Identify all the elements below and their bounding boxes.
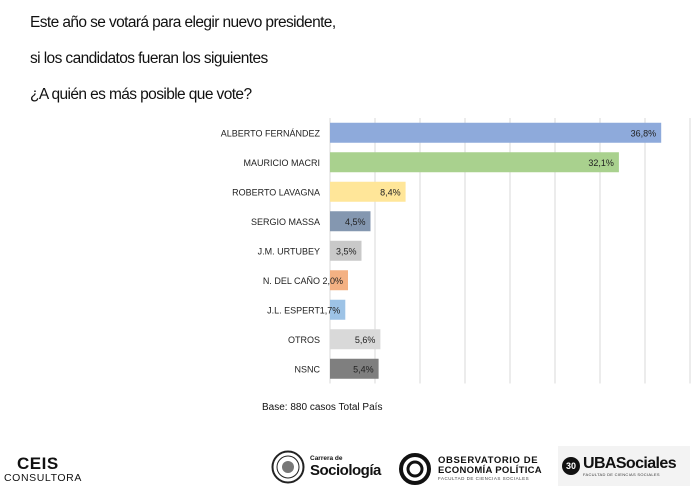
category-label: J.M. URTUBEY — [258, 246, 320, 256]
category-label: J.L. ESPERT — [267, 305, 320, 315]
bar — [330, 152, 619, 173]
uba-logo-name: UBASociales — [583, 454, 677, 472]
bar — [330, 211, 371, 232]
value-label: 5,4% — [353, 364, 374, 374]
category-label: ROBERTO LAVAGNA — [232, 187, 320, 197]
uba-logo-sub: FACULTAD DE CIENCIAS SOCIALES — [583, 471, 660, 477]
bar — [330, 299, 346, 320]
bar — [330, 240, 362, 261]
chart-footnote: Base: 880 casos Total País — [262, 402, 383, 413]
category-label: N. DEL CAÑO — [263, 276, 320, 286]
bar-chart: ALBERTO FERNÁNDEZ 36,8% MAURICIO MACRI 32,1… — [221, 118, 691, 384]
value-label: 8,4% — [380, 187, 401, 197]
value-label: 36,8% — [631, 128, 657, 138]
value-label: 5,6% — [355, 335, 376, 345]
observatorio-logo: OBSERVATORIO DE ECONOMÍA POLÍTICA FACULT… — [398, 452, 542, 486]
value-label: 32,1% — [588, 158, 614, 168]
bar — [330, 358, 379, 379]
observatorio-logo-line3: FACULTAD DE CIENCIAS SOCIALES — [438, 476, 530, 482]
observatorio-ring-icon — [399, 453, 431, 485]
sociologia-logo-name: Sociología — [310, 461, 381, 479]
sociologia-seal-icon — [271, 450, 305, 484]
value-label: 4,5% — [345, 217, 366, 227]
value-label: 3,5% — [336, 246, 357, 256]
bar — [330, 270, 348, 291]
question-line-2: si los candidatos fueran los siguientes — [30, 50, 268, 67]
question-line-3: ¿A quién es más posible que vote? — [30, 86, 252, 103]
bar — [330, 122, 662, 143]
category-label: MAURICIO MACRI — [244, 158, 321, 168]
value-label: 2,0% — [322, 276, 343, 286]
ceis-logo-name: CEIS — [17, 454, 59, 473]
sociologia-logo: Carrera de Sociología — [271, 450, 381, 484]
value-label: 1,7% — [320, 305, 341, 315]
sociologia-logo-small: Carrera de — [310, 455, 343, 463]
question-line-1: Este año se votará para elegir nuevo pre… — [30, 14, 336, 31]
category-label: OTROS — [288, 335, 320, 345]
uba-sociales-logo: 30 UBASociales FACULTAD DE CIENCIAS SOCI… — [558, 446, 690, 486]
category-label: SERGIO MASSA — [251, 217, 320, 227]
bar — [330, 329, 381, 350]
bar — [330, 181, 406, 202]
observatorio-logo-line2: ECONOMÍA POLÍTICA — [438, 465, 542, 477]
ceis-logo: CEIS CONSULTORA — [4, 454, 82, 484]
category-label: ALBERTO FERNÁNDEZ — [221, 128, 321, 138]
category-label: NSNC — [294, 364, 320, 374]
ceis-logo-sub: CONSULTORA — [4, 472, 82, 484]
uba-badge: 30 — [562, 457, 580, 475]
observatorio-logo-line1: OBSERVATORIO DE — [438, 455, 539, 467]
